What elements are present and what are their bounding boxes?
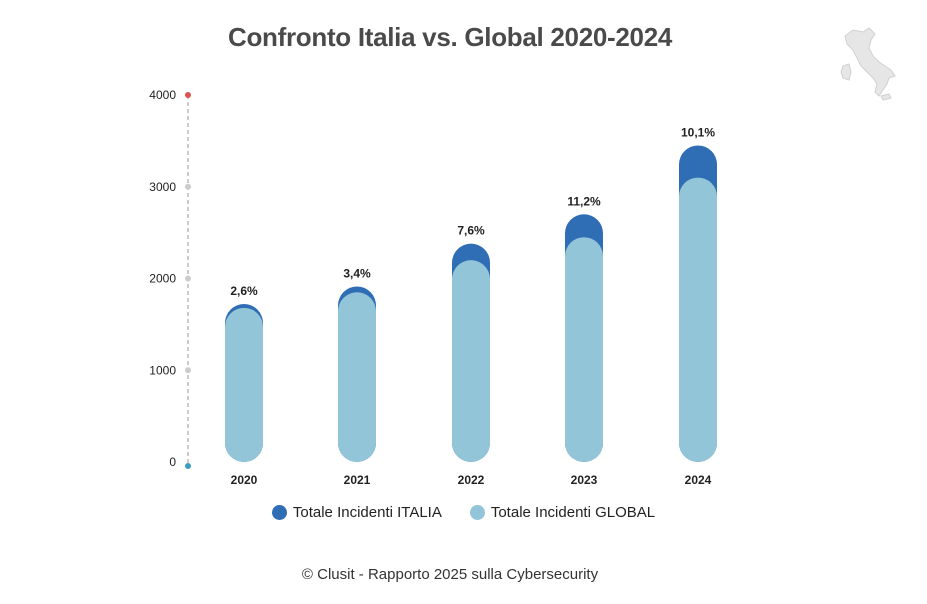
legend-label-global: Totale Incidenti GLOBAL (490, 504, 656, 521)
data-label-2024: 10,1% (681, 125, 715, 139)
bar-global-2023 (565, 237, 603, 462)
italy-map-icon (840, 27, 896, 101)
legend: Totale Incidenti ITALIA Totale Incidenti… (0, 504, 927, 521)
y-tick-label-3000: 3000 (149, 180, 176, 194)
legend-dot-global (469, 505, 485, 520)
data-label-2022: 7,6% (457, 224, 485, 238)
y-tick-label-1000: 1000 (149, 363, 176, 377)
x-tick-label-2023: 2023 (571, 473, 598, 487)
y-tick-dot-4000 (185, 92, 191, 98)
bar-global-2021 (338, 292, 376, 462)
legend-label-italia: Totale Incidenti ITALIA (292, 504, 442, 521)
bar-global-2024 (679, 177, 717, 462)
data-label-2023: 11,2% (567, 194, 601, 208)
y-tick-label-2000: 2000 (149, 272, 176, 286)
footer-copyright: © Clusit - Rapporto 2025 sulla Cybersecu… (301, 566, 599, 583)
x-tick-label-2020: 2020 (231, 473, 258, 487)
bar-global-2020 (225, 307, 263, 462)
x-tick-label-2022: 2022 (458, 473, 485, 487)
legend-item-italia: Totale Incidenti ITALIA (271, 504, 442, 521)
y-tick-label-4000: 4000 (149, 88, 176, 102)
data-label-2020: 2,6% (230, 284, 258, 298)
chart-title: Confronto Italia vs. Global 2020-2024 (227, 22, 673, 52)
y-tick-dot-1000 (185, 367, 191, 374)
data-label-2021: 3,4% (343, 266, 371, 280)
legend-item-global: Totale Incidenti GLOBAL (469, 504, 656, 521)
x-tick-label-2024: 2024 (685, 473, 712, 487)
bar-global-2022 (452, 260, 490, 462)
x-tick-label-2021: 2021 (344, 473, 371, 487)
y-tick-dot-0 (185, 463, 191, 469)
y-tick-dot-2000 (185, 275, 191, 282)
legend-dot-italia (271, 505, 287, 520)
y-tick-label-0: 0 (169, 455, 176, 469)
y-tick-dot-3000 (185, 183, 191, 190)
